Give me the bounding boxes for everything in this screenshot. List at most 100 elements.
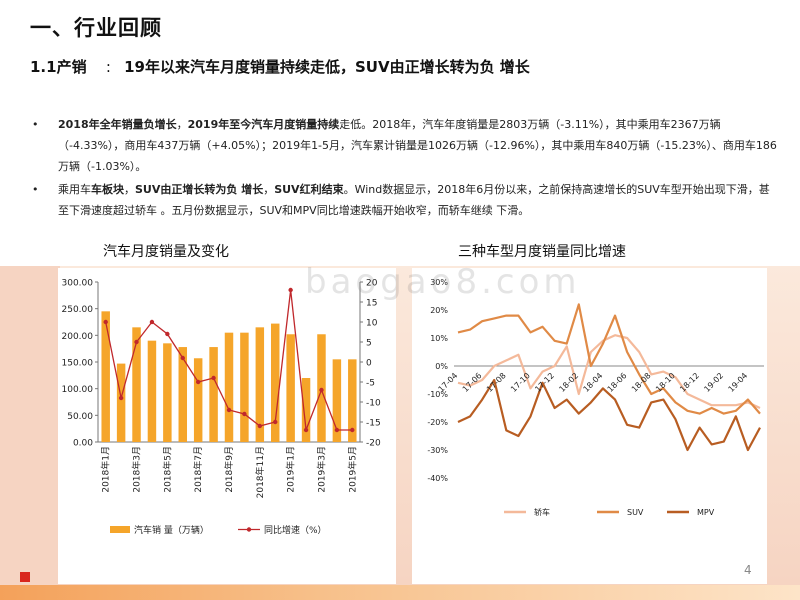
chart-1-left-tick-label: 250.00	[62, 305, 94, 315]
footer-bar	[0, 585, 800, 600]
bullet-2-text-a: ，	[124, 183, 135, 196]
chart-1-x-tick-label: 2018年9月	[223, 446, 235, 493]
chart-2-title: 三种车型月度销量同比增速	[458, 244, 626, 260]
chart-1-growth-point	[273, 419, 278, 425]
chart-1-growth-point	[226, 407, 232, 413]
chart-1-growth-point	[288, 287, 293, 293]
chart-1-growth-point	[165, 331, 170, 337]
chart-2-x-tick-label: 18-06	[606, 371, 629, 394]
chart-1-bar	[270, 323, 280, 442]
chart-1-x-tick-label: 2018年3月	[131, 446, 143, 493]
chart-2-x-tick-label: 17-04	[437, 371, 460, 394]
chart-1-growth-point	[195, 379, 201, 385]
chart-1-growth-point	[134, 339, 139, 345]
chart-1-right-tick-label: -15	[366, 419, 381, 429]
chart-1-legend-line-point	[246, 527, 252, 532]
bullet-2-bold-b: SUV由正增长转为负 增长	[135, 183, 264, 196]
chart-2-x-tick-label: 18-12	[678, 371, 701, 394]
bullet-2-bold-a: 车板块	[91, 183, 124, 196]
chart-2-x-tick-label: 17-12	[533, 371, 556, 394]
chart-1-right-tick-label: 20	[366, 279, 378, 289]
chart-1-left-tick-label: 300.00	[62, 279, 94, 289]
bullet-dot-icon: •	[32, 183, 39, 196]
bullet-1-text-a: ，	[176, 118, 188, 131]
chart-1-x-tick-label: 2019年3月	[315, 446, 327, 493]
chart-1-growth-point	[211, 375, 216, 381]
chart-1-bar	[255, 327, 265, 442]
bullet-1-bold-b: 2019年至今汽车月度销量持续	[187, 118, 340, 131]
chart-2-y-tick-label: 10%	[430, 334, 448, 343]
chart-1-bar	[209, 347, 218, 442]
chart-1-growth-point	[103, 319, 108, 325]
chart-1-bar	[147, 340, 157, 442]
bullet-item-2: • 乘用车车板块，SUV由正增长转为负 增长，SUV红利结束。Wind数据显示，…	[30, 179, 780, 221]
chart-2-y-tick-label: -20%	[427, 418, 448, 427]
chart-1-growth-point	[350, 427, 355, 433]
bullet-2-text-0: 乘用车	[58, 183, 91, 196]
page-number: 4	[744, 563, 752, 577]
subtitle-number: 1.1产销	[30, 58, 87, 76]
chart-2-legend-label: 轿车	[534, 507, 550, 517]
chart-1-left-tick-label: 100.00	[62, 385, 94, 395]
section-subtitle: 1.1产销 : 19年以来汽车月度销量持续走低，SUV由正增长转为负 增长	[30, 56, 530, 77]
chart-1-bar	[116, 363, 126, 442]
chart-1-growth-point	[118, 395, 124, 401]
watermark: baogao8.com	[305, 262, 581, 302]
chart-1-growth-point	[149, 319, 155, 325]
chart-1-bar	[101, 311, 110, 442]
bullet-1-text-b: 走低。2018年，汽车年度销量是2803万辆（-3.11%），其中乘用车2367…	[58, 118, 777, 173]
bullet-dot-icon: •	[32, 118, 39, 131]
chart-1-growth-point	[319, 387, 324, 393]
chart-1-legend-line-label: 同比增速（%）	[264, 524, 327, 536]
chart-1-right-tick-label: 0	[366, 359, 372, 369]
chart-1-growth-point	[242, 411, 247, 417]
chart-2-x-tick-label: 17-06	[461, 371, 484, 394]
chart-1-right-tick-label: 15	[366, 299, 377, 309]
bullet-2-text-c: 。Wind数据显示，2018年6月份以来，之前保持高速增长的SUV车型开始出现下…	[58, 183, 770, 217]
bullet-2-bold-c: SUV红利结束	[274, 183, 344, 196]
page-title: 一、行业回顾	[30, 16, 162, 40]
chart-2-legend-label: MPV	[697, 508, 715, 517]
chart-2-line-suv	[457, 303, 761, 415]
chart-1-x-tick-label: 2018年5月	[161, 446, 173, 493]
chart-1-right-tick-label: -10	[366, 399, 381, 409]
chart-2-y-tick-label: -40%	[427, 474, 448, 483]
chart-1-left-tick-label: 50.00	[67, 412, 93, 422]
chart-2-y-tick-label: -10%	[427, 390, 448, 399]
footer-square-icon	[20, 572, 30, 582]
bullet-item-1: • 2018年全年销量负增长，2019年至今汽车月度销量持续走低。2018年，汽…	[30, 114, 780, 177]
chart-1-bar	[224, 332, 234, 442]
chart-1-left-tick-label: 0.00	[73, 439, 93, 449]
subtitle-text: 19年以来汽车月度销量持续走低，SUV由正增长转为负 增长	[124, 58, 530, 76]
chart-1-growth-point	[334, 427, 340, 433]
chart-1-right-tick-label: 10	[366, 319, 378, 329]
chart-2-legend-label: SUV	[627, 508, 644, 517]
chart-1-bar	[163, 343, 172, 442]
chart-1-monthly-sales: 300.00 250.00 200.00 150.00 100.00 50.00 0.00 2…	[62, 279, 381, 537]
chart-1-x-tick-label: 2018年11月	[254, 446, 266, 498]
chart-2-yoy-growth: 30% 20% 10% 0% -10% -20% -30% -40% 17-04 17-06 17-…	[427, 278, 764, 517]
chart-1-right-tick-label: 5	[366, 339, 372, 349]
bullet-2-text-b: ，	[263, 183, 275, 196]
chart-2-y-tick-label: -30%	[427, 446, 448, 455]
chart-1-growth-point	[257, 423, 263, 429]
chart-2-panel	[412, 268, 767, 584]
chart-1-right-tick-label: -20	[366, 439, 381, 449]
chart-1-bar	[193, 358, 203, 442]
chart-1-legend-bar-label: 汽车销 量（万辆）	[134, 524, 209, 536]
subtitle-separator: :	[105, 58, 111, 76]
chart-1-x-tick-label: 2018年1月	[100, 446, 112, 493]
chart-2-y-tick-label: 0%	[435, 362, 448, 371]
chart-2-y-tick-label: 20%	[430, 306, 448, 315]
bullet-1-bold-a: 2018年全年销量负增长	[58, 118, 177, 131]
chart-1-x-tick-label: 2018年7月	[192, 446, 204, 493]
chart-1-left-tick-label: 200.00	[62, 332, 94, 342]
chart-1-legend-bar-swatch	[110, 526, 130, 533]
chart-1-x-tick-label: 2019年5月	[346, 446, 358, 493]
chart-1-title: 汽车月度销量及变化	[103, 244, 229, 260]
chart-1-x-tick-label: 2019年1月	[285, 446, 297, 493]
chart-1-bar	[132, 327, 141, 442]
chart-1-left-tick-label: 150.00	[62, 359, 94, 369]
background-band-left	[0, 266, 60, 586]
chart-1-bar	[178, 347, 188, 442]
